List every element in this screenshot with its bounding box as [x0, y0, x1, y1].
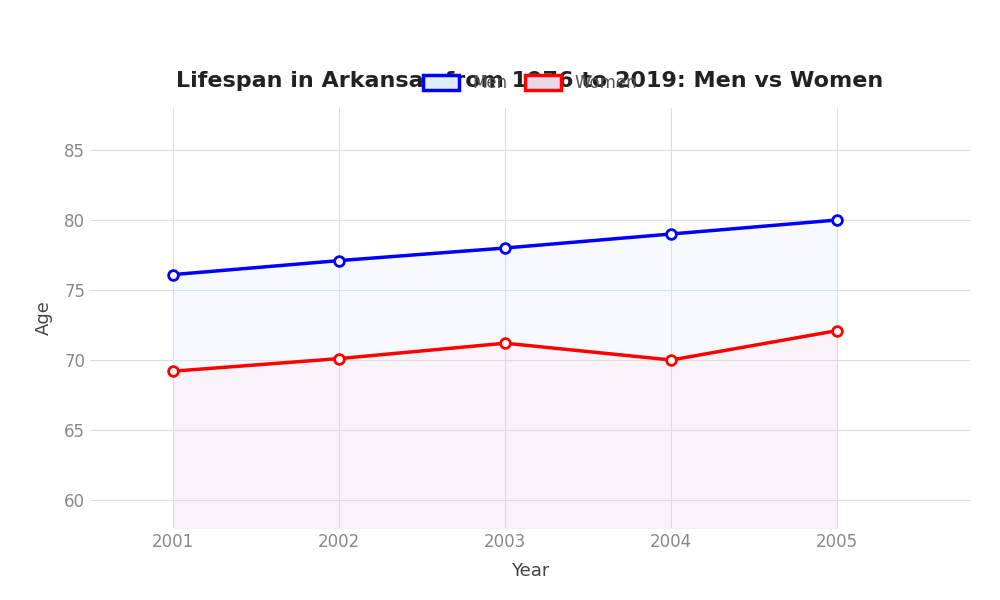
Women: [333, 355, 345, 362]
Men: [831, 217, 843, 224]
Men: [665, 230, 677, 238]
Line: Women: Women: [168, 326, 842, 376]
X-axis label: Year: Year: [511, 562, 549, 580]
Women: [167, 368, 179, 375]
Women: [499, 340, 511, 347]
Y-axis label: Age: Age: [35, 301, 53, 335]
Title: Lifespan in Arkansas from 1976 to 2019: Men vs Women: Lifespan in Arkansas from 1976 to 2019: …: [176, 71, 884, 91]
Women: [831, 327, 843, 334]
Legend: Men, Women: Men, Women: [414, 66, 646, 101]
Men: [333, 257, 345, 264]
Women: [665, 356, 677, 364]
Line: Men: Men: [168, 215, 842, 280]
Men: [499, 244, 511, 251]
Men: [167, 271, 179, 278]
